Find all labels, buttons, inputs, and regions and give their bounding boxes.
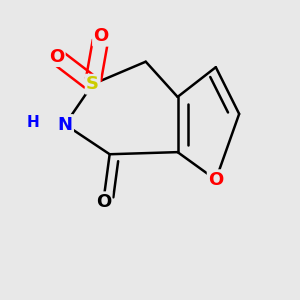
Text: O: O [49,48,64,66]
Text: O: O [96,193,111,211]
Text: N: N [58,116,73,134]
Text: O: O [208,171,224,189]
Text: H: H [27,115,40,130]
Text: S: S [86,75,99,93]
Text: O: O [94,27,109,45]
